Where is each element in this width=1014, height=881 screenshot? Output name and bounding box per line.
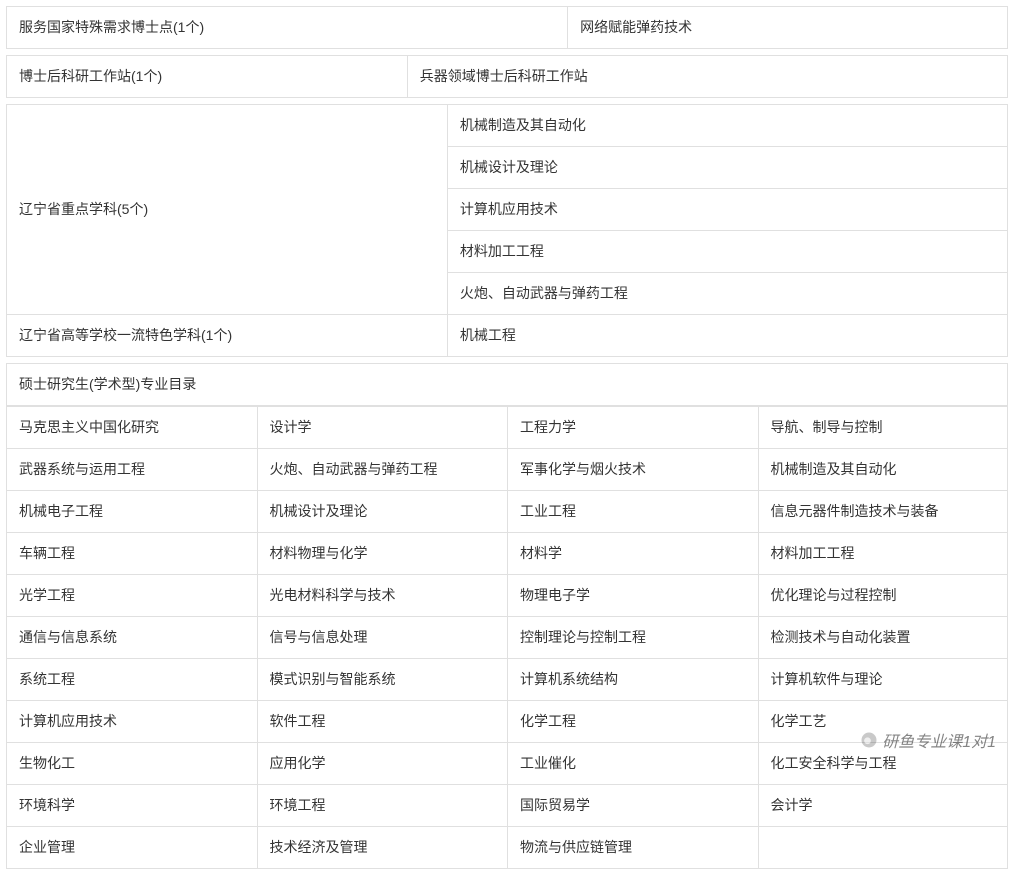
cell-label: 博士后科研工作站(1个) [6, 55, 407, 98]
cell-value: 机械设计及理论 [257, 490, 508, 532]
cell-value: 信息元器件制造技术与装备 [758, 490, 1009, 532]
cell-value: 控制理论与控制工程 [507, 616, 758, 658]
table-row: 环境科学环境工程国际贸易学会计学 [6, 784, 1008, 826]
cell-value: 工业催化 [507, 742, 758, 784]
cell-value: 物理电子学 [507, 574, 758, 616]
cell-value: 火炮、自动武器与弹药工程 [447, 272, 1008, 314]
cell-value: 材料学 [507, 532, 758, 574]
cell-label: 服务国家特殊需求博士点(1个) [6, 6, 567, 49]
cell-value: 材料加工工程 [758, 532, 1009, 574]
table-row: 企业管理技术经济及管理物流与供应链管理 [6, 826, 1008, 869]
cell-value: 兵器领域博士后科研工作站 [407, 55, 1008, 98]
cell-value: 车辆工程 [6, 532, 257, 574]
cell-value: 网络赋能弹药技术 [567, 6, 1008, 49]
cell-label: 辽宁省高等学校一流特色学科(1个) [6, 314, 447, 357]
cell-value: 武器系统与运用工程 [6, 448, 257, 490]
cell-value: 军事化学与烟火技术 [507, 448, 758, 490]
table-row: 服务国家特殊需求博士点(1个) 网络赋能弹药技术 [6, 6, 1008, 49]
cell-value: 技术经济及管理 [257, 826, 508, 869]
cell-value: 机械制造及其自动化 [447, 104, 1008, 146]
cell-value: 应用化学 [257, 742, 508, 784]
cell-value: 光学工程 [6, 574, 257, 616]
cell-value [758, 826, 1009, 869]
cell-label: 辽宁省重点学科(5个) [6, 104, 447, 314]
table-row: 机械电子工程机械设计及理论工业工程信息元器件制造技术与装备 [6, 490, 1008, 532]
table-phd-demand: 服务国家特殊需求博士点(1个) 网络赋能弹药技术 [6, 6, 1008, 49]
table-postdoc-station: 博士后科研工作站(1个) 兵器领域博士后科研工作站 [6, 55, 1008, 98]
cell-value: 模式识别与智能系统 [257, 658, 508, 700]
cell-value: 企业管理 [6, 826, 257, 869]
cell-value: 机械设计及理论 [447, 146, 1008, 188]
cell-value: 计算机应用技术 [6, 700, 257, 742]
cell-value: 优化理论与过程控制 [758, 574, 1009, 616]
table-row: 通信与信息系统信号与信息处理控制理论与控制工程检测技术与自动化装置 [6, 616, 1008, 658]
table-master-majors: 硕士研究生(学术型)专业目录 马克思主义中国化研究设计学工程力学导航、制导与控制… [6, 363, 1008, 869]
table-row: 计算机应用技术软件工程化学工程化学工艺 [6, 700, 1008, 742]
table-row: 辽宁省高等学校一流特色学科(1个) 机械工程 [6, 314, 1008, 357]
cell-value: 材料加工工程 [447, 230, 1008, 272]
cell-value: 环境工程 [257, 784, 508, 826]
table-row: 武器系统与运用工程火炮、自动武器与弹药工程军事化学与烟火技术机械制造及其自动化 [6, 448, 1008, 490]
cell-value: 机械工程 [447, 314, 1008, 357]
cell-value: 化工安全科学与工程 [758, 742, 1009, 784]
cell-value: 机械制造及其自动化 [758, 448, 1009, 490]
table-row: 车辆工程材料物理与化学材料学材料加工工程 [6, 532, 1008, 574]
cell-value: 设计学 [257, 406, 508, 448]
cell-value: 材料物理与化学 [257, 532, 508, 574]
cell-value: 环境科学 [6, 784, 257, 826]
table-row: 生物化工应用化学工业催化化工安全科学与工程 [6, 742, 1008, 784]
cell-value: 火炮、自动武器与弹药工程 [257, 448, 508, 490]
cell-value: 国际贸易学 [507, 784, 758, 826]
cell-value: 软件工程 [257, 700, 508, 742]
table-key-disciplines: 辽宁省重点学科(5个) 机械制造及其自动化 机械设计及理论 计算机应用技术 材料… [6, 104, 1008, 357]
cell-value: 工程力学 [507, 406, 758, 448]
cell-value: 光电材料科学与技术 [257, 574, 508, 616]
cell-value: 物流与供应链管理 [507, 826, 758, 869]
cell-value: 通信与信息系统 [6, 616, 257, 658]
cell-value: 马克思主义中国化研究 [6, 406, 257, 448]
table-header-row: 硕士研究生(学术型)专业目录 [6, 363, 1008, 406]
cell-value: 化学工程 [507, 700, 758, 742]
table-row: 辽宁省重点学科(5个) 机械制造及其自动化 [6, 104, 1008, 146]
cell-value: 工业工程 [507, 490, 758, 532]
cell-value: 机械电子工程 [6, 490, 257, 532]
table-row: 博士后科研工作站(1个) 兵器领域博士后科研工作站 [6, 55, 1008, 98]
cell-value: 计算机软件与理论 [758, 658, 1009, 700]
cell-value: 导航、制导与控制 [758, 406, 1009, 448]
cell-value: 计算机系统结构 [507, 658, 758, 700]
table-row: 马克思主义中国化研究设计学工程力学导航、制导与控制 [6, 406, 1008, 448]
cell-value: 检测技术与自动化装置 [758, 616, 1009, 658]
cell-value: 会计学 [758, 784, 1009, 826]
table-row: 光学工程光电材料科学与技术物理电子学优化理论与过程控制 [6, 574, 1008, 616]
cell-value: 化学工艺 [758, 700, 1009, 742]
cell-value: 信号与信息处理 [257, 616, 508, 658]
cell-value: 系统工程 [6, 658, 257, 700]
cell-header: 硕士研究生(学术型)专业目录 [6, 363, 1008, 406]
cell-value: 生物化工 [6, 742, 257, 784]
cell-value: 计算机应用技术 [447, 188, 1008, 230]
table-row: 系统工程模式识别与智能系统计算机系统结构计算机软件与理论 [6, 658, 1008, 700]
